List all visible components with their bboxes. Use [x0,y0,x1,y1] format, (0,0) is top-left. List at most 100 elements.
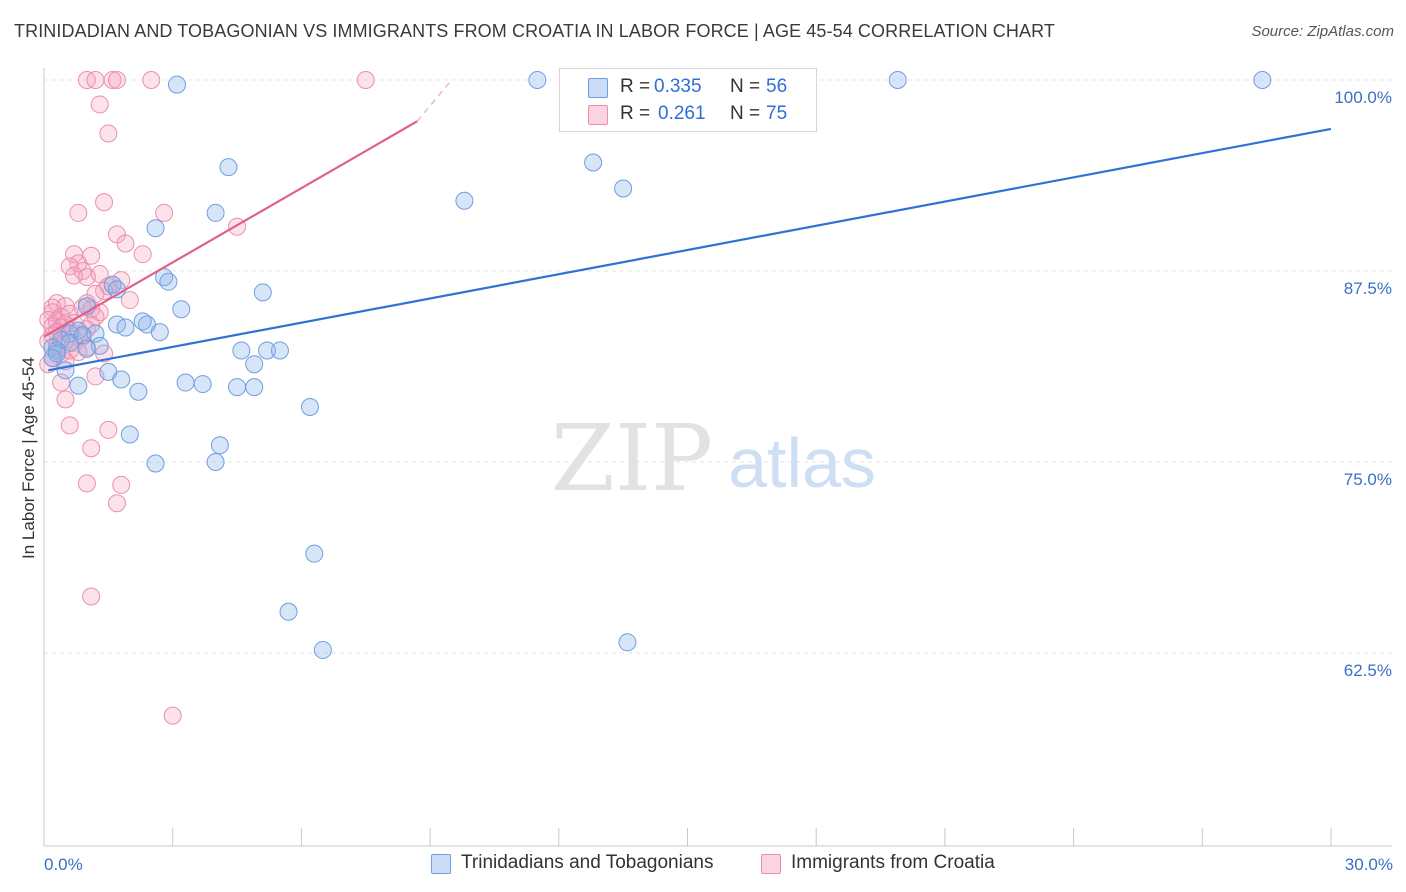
data-point-trinidadian [133,312,152,331]
data-point-croatia [133,245,152,264]
data-point-croatia [90,95,109,114]
chart-title: TRINIDADIAN AND TOBAGONIAN VS IMMIGRANTS… [14,21,1055,41]
data-point-trinidadian [206,203,225,222]
legend-n-value-blue: 56 [766,76,788,97]
data-point-trinidadian [159,272,178,291]
data-point-trinidadian [176,373,195,392]
legend-n-value-pink: 75 [766,103,788,124]
data-point-trinidadian [77,339,96,358]
data-point-trinidadian [528,71,547,89]
legend-r-label: R = [620,103,651,124]
data-point-trinidadian [313,640,332,659]
data-point-trinidadian [86,324,105,343]
bottom-legend-label-pink: Immigrants from Croatia [791,852,995,873]
y-tick-label: 87.5% [1344,279,1392,298]
x-tick-label: 30.0% [1345,855,1393,874]
trend-line-croatia [43,120,418,338]
stats-legend: R = 0.335 N = 56 R = 0.261 N = 75 [559,68,817,132]
data-point-trinidadian [228,378,247,397]
y-axis-label: In Labor Force | Age 45-54 [19,357,38,559]
data-point-trinidadian [129,382,148,401]
bottom-legend-label-blue: Trinidadians and Tobagonians [461,852,714,873]
data-point-trinidadian [1253,71,1272,89]
legend-n-label: N = [730,103,761,124]
data-point-trinidadian [888,71,907,89]
data-point-croatia [142,71,161,89]
y-tick-label: 62.5% [1344,661,1392,680]
data-point-trinidadian [193,375,212,394]
data-point-trinidadian [245,378,264,397]
trend-lines [43,79,1332,372]
data-point-trinidadian [258,341,277,360]
data-point-croatia [65,266,84,285]
data-point-trinidadian [232,341,251,360]
watermark-atlas: atlas [728,424,876,502]
data-point-trinidadian [618,633,637,652]
legend-row-blue: R = 0.335 N = 56 [560,76,816,100]
data-point-trinidadian [210,436,229,455]
data-point-trinidadian [56,361,75,380]
legend-r-label: R = [620,76,651,97]
y-tick-label: 100.0% [1334,88,1392,107]
data-point-trinidadian [270,341,289,360]
data-point-croatia [52,373,71,392]
data-point-trinidadian [206,453,225,471]
legend-n-label: N = [730,76,761,97]
data-point-trinidadian [300,397,319,416]
data-point-croatia [116,234,135,253]
data-point-trinidadian [172,300,191,319]
legend-r-value-pink: 0.261 [658,103,706,124]
data-point-trinidadian [146,454,165,473]
data-point-trinidadian [69,376,88,395]
data-point-trinidadian [584,153,603,172]
source-credit: Source: ZipAtlas.com [1251,23,1394,40]
data-point-croatia [155,203,174,222]
data-point-trinidadian [455,191,474,210]
data-point-croatia [112,475,131,494]
data-point-trinidadian [120,425,139,444]
data-point-croatia [86,71,105,89]
data-point-trinidadian [43,349,62,368]
data-point-croatia [107,71,126,89]
data-point-croatia [56,390,75,409]
data-point-croatia [60,416,79,435]
legend-r-value-blue: 0.335 [654,76,702,97]
data-point-croatia [82,439,101,458]
data-point-trinidadian [146,219,165,238]
axes [43,68,1392,847]
legend-swatch-blue [588,78,608,98]
watermark: ZIP atlas [551,405,876,512]
data-point-croatia [107,494,126,513]
data-point-trinidadian [167,75,186,94]
trend-line-croatia-extension [416,79,453,122]
data-point-croatia [120,291,139,310]
legend-row-pink: R = 0.261 N = 75 [560,103,816,127]
data-point-croatia [95,193,114,212]
data-point-trinidadian [245,355,264,374]
data-point-trinidadian [279,602,298,621]
data-point-croatia [163,706,182,725]
series-trinidadians-and-tobagonians [43,71,1272,659]
x-tick-label: 0.0% [44,855,83,874]
data-point-croatia [77,474,96,493]
data-point-croatia [99,124,118,143]
tick-labels: 62.5% 75.0% 87.5% 100.0% 0.0% 30.0% [44,88,1393,874]
data-point-croatia [82,587,101,606]
data-point-croatia [69,203,88,222]
legend-swatch-pink [588,105,608,125]
data-point-croatia [356,71,375,89]
watermark-zip: ZIP [551,405,713,512]
y-tick-label: 75.0% [1344,470,1392,489]
data-point-trinidadian [253,283,272,302]
data-point-croatia [99,420,118,439]
data-point-trinidadian [219,158,238,177]
data-point-trinidadian [305,544,324,563]
data-point-croatia [103,71,122,89]
data-point-trinidadian [116,318,135,337]
data-point-trinidadian [614,179,633,198]
bottom-legend-swatch-blue [431,854,451,874]
series-immigrants-from-croatia [39,71,375,725]
data-point-trinidadian [150,323,169,342]
data-point-croatia [77,268,96,287]
